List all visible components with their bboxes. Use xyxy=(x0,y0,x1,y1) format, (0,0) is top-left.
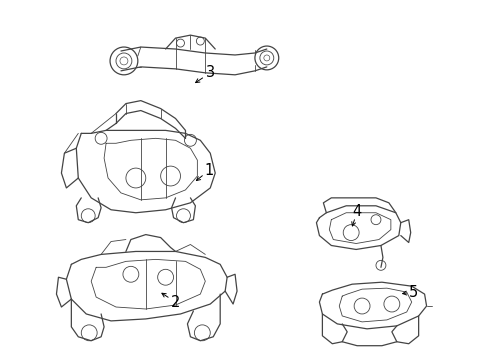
Text: 5: 5 xyxy=(408,285,417,300)
Text: 4: 4 xyxy=(352,204,361,219)
Text: 3: 3 xyxy=(205,65,214,80)
Text: 1: 1 xyxy=(204,163,213,177)
Text: 2: 2 xyxy=(170,294,180,310)
